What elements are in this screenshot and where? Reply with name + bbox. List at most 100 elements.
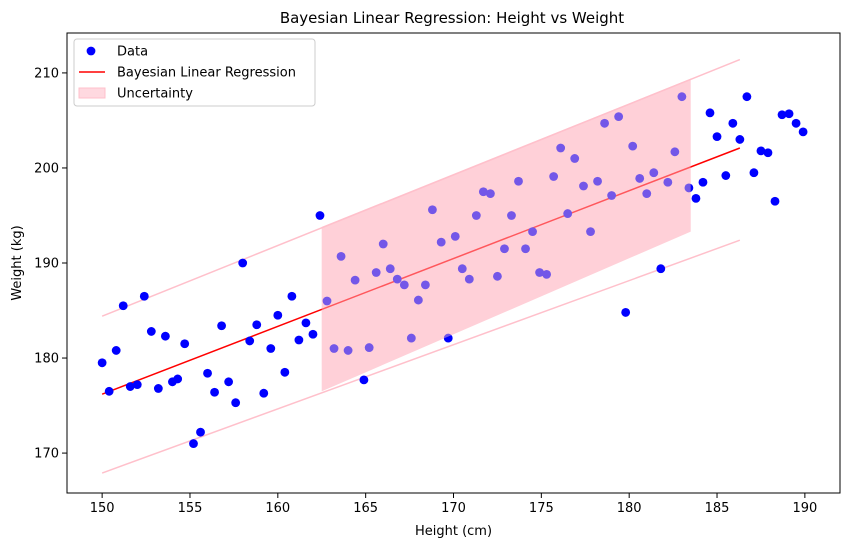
data-point [705,108,715,118]
data-point [180,339,190,349]
uncertainty-band [321,78,691,392]
data-point [189,439,198,448]
data-point [770,196,780,206]
x-tick-label: 165 [353,501,378,516]
data-point [413,295,423,305]
x-tick-label: 160 [265,501,290,516]
data-point [203,368,212,378]
data-point [252,320,262,330]
data-point [336,251,346,261]
x-tick-label: 190 [792,501,817,516]
data-point [273,310,283,320]
data-point [287,291,297,301]
data-point [478,187,488,197]
data-point [371,268,381,277]
data-point [507,211,516,220]
legend-label: Bayesian Linear Regression [117,66,296,81]
data-point [97,358,107,368]
data-point [642,189,652,199]
legend-label: Uncertainty [117,87,193,102]
data-point [528,227,537,237]
data-point [378,239,388,249]
data-point [500,244,509,254]
lower-bound-line [101,239,741,474]
data-point [570,154,580,163]
data-point [294,335,304,345]
legend-patch [78,87,106,99]
data-point [315,211,325,220]
data-point [791,118,801,128]
data-point [721,171,731,180]
data-point [556,143,566,153]
data-point [684,183,694,193]
legend: Data Bayesian Linear Regression Uncertaint… [73,38,316,107]
data-point [593,176,602,186]
uncertainty-band-overlay [321,78,691,392]
data-point [308,329,318,339]
data-point [614,112,624,122]
data-point [385,264,395,274]
data-point [406,333,416,343]
data-point [343,346,353,355]
data-point [691,193,701,203]
legend-marker [86,46,96,56]
data-point [436,237,446,247]
data-point [649,168,659,178]
data-point [677,92,687,102]
data-point [621,308,631,317]
data-point [735,135,745,144]
x-axis-title: Height (cm) [415,524,492,539]
data-point [146,327,156,336]
data-point [563,209,573,218]
data-point [607,191,617,200]
data-point [329,344,339,353]
data-point [728,118,738,128]
data-point [542,270,552,279]
data-point [464,274,474,284]
x-tick-label: 180 [617,501,642,516]
data-point [399,280,409,290]
legend-box [73,38,316,107]
data-point [663,177,673,187]
data-point [712,132,722,141]
data-point [749,168,759,178]
x-tick-label: 150 [90,501,115,516]
chart-title: Bayesian Linear Regression: Height vs We… [280,9,624,27]
data-point [457,264,467,274]
data-point [217,321,227,331]
data-point [493,271,502,281]
data-point [364,343,374,352]
data-point [521,244,530,254]
data-point [139,291,149,301]
data-point [670,147,680,157]
data-point [118,301,128,311]
data-point [535,268,544,277]
y-tick-label: 170 [34,447,59,462]
data-point [125,382,135,391]
data-point [196,427,205,437]
data-point [485,189,495,199]
data-point [350,275,360,285]
regression-line [101,147,741,395]
data-point [224,377,234,387]
data-point [231,398,241,408]
data-point [635,174,645,183]
data-point [628,141,638,151]
x-tick-label: 185 [705,501,730,516]
data-point [600,118,609,128]
data-point [656,264,666,274]
data-point [301,318,311,328]
y-tick-label: 180 [34,352,59,367]
data-point [698,177,708,187]
data-point [742,92,752,102]
data-point [420,280,430,290]
data-point [210,387,219,397]
data-point [443,333,453,343]
y-axis-title: Weight (kg) [10,225,25,300]
data-point [514,176,523,186]
data-point [266,344,276,353]
x-tick-label: 155 [178,501,203,516]
data-point [104,386,114,396]
legend-label: Data [117,45,148,60]
